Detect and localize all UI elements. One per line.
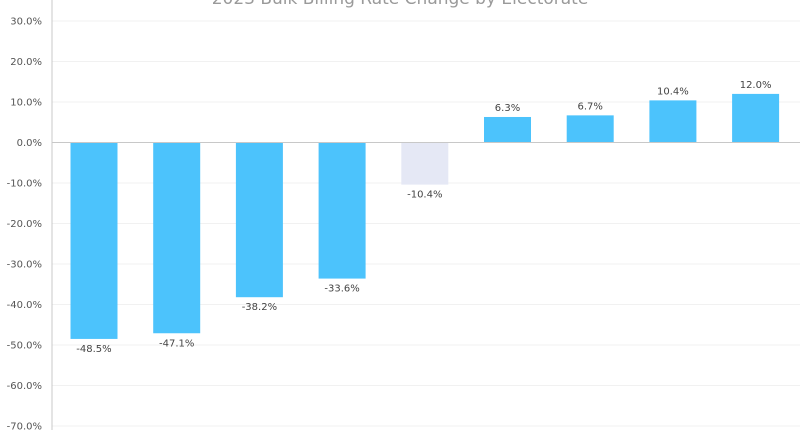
data-labels: -48.5% -47.1% -38.2% -33.6% -10.4% 6.3% 6.7% 10… xyxy=(76,80,771,355)
bar-data-label: -47.1% xyxy=(159,338,194,349)
y-tick-label: 0.0% xyxy=(17,138,42,149)
y-tick-label: -70.0% xyxy=(7,422,42,431)
y-tick-labels: 30.0% 20.0% 10.0% 0.0% -10.0% -20.0% -30.0% -40… xyxy=(7,17,42,433)
bar[interactable] xyxy=(401,142,449,185)
bar-data-label: -38.2% xyxy=(242,302,277,313)
bar[interactable] xyxy=(732,93,780,143)
bar-data-label: 10.4% xyxy=(657,86,689,97)
y-tick-label: -30.0% xyxy=(7,260,42,271)
bar-data-label: 12.0% xyxy=(740,80,772,91)
bars xyxy=(70,93,780,339)
bar[interactable] xyxy=(484,116,531,143)
bar[interactable] xyxy=(318,142,366,279)
bar[interactable] xyxy=(235,142,283,298)
y-tick-label: 30.0% xyxy=(10,17,42,28)
y-tick-label: -60.0% xyxy=(7,381,42,392)
bar[interactable] xyxy=(153,142,201,334)
y-tick-label: -20.0% xyxy=(7,219,42,230)
y-tick-label: -10.0% xyxy=(7,179,42,190)
chart-title: 2023 Bulk Billing Rate Change by Elector… xyxy=(212,0,589,9)
bar-data-label: -33.6% xyxy=(324,284,359,295)
bar[interactable] xyxy=(649,100,697,143)
y-tick-label: -40.0% xyxy=(7,300,42,311)
bar-data-label: -10.4% xyxy=(407,190,442,201)
bar-data-label: 6.7% xyxy=(577,101,602,112)
bar[interactable] xyxy=(70,142,118,339)
y-tick-label: -50.0% xyxy=(7,341,42,352)
bar[interactable] xyxy=(566,115,614,143)
y-tick-label: 10.0% xyxy=(10,98,42,109)
bar-data-label: -48.5% xyxy=(76,344,111,355)
y-tick-label: 20.0% xyxy=(10,57,42,68)
bar-data-label: 6.3% xyxy=(495,103,520,114)
